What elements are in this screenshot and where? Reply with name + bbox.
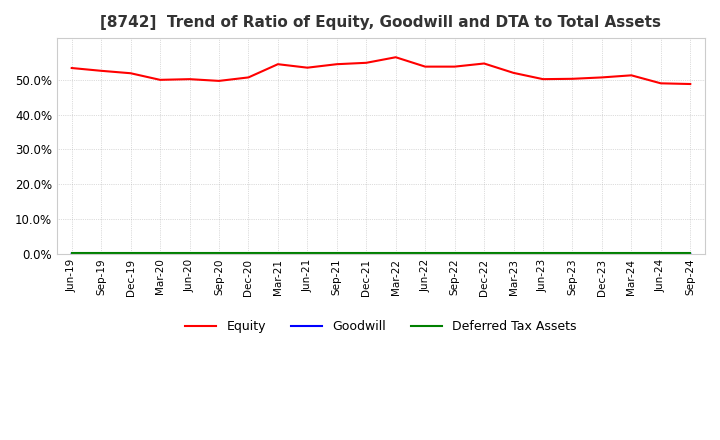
Goodwill [362,251,371,256]
Goodwill [509,251,518,257]
Line: Equity: Equity [72,57,690,84]
Goodwill [333,251,341,256]
Goodwill [215,251,223,257]
Goodwill [598,251,606,257]
Deferred Tax Assets [362,250,371,255]
Deferred Tax Assets [450,250,459,255]
Deferred Tax Assets [185,250,194,255]
Equity [627,73,636,78]
Goodwill [686,251,695,257]
Goodwill [303,251,312,256]
Goodwill [126,251,135,257]
Goodwill [68,251,76,257]
Goodwill [392,251,400,256]
Deferred Tax Assets [156,250,164,255]
Deferred Tax Assets [480,250,488,255]
Equity [657,81,665,86]
Deferred Tax Assets [215,250,223,255]
Equity [244,75,253,80]
Equity [215,78,223,84]
Deferred Tax Assets [598,250,606,255]
Goodwill [657,251,665,257]
Goodwill [97,251,106,257]
Goodwill [185,251,194,257]
Goodwill [627,251,636,257]
Goodwill [274,251,282,257]
Deferred Tax Assets [333,250,341,255]
Goodwill [450,251,459,257]
Equity [185,77,194,82]
Equity [509,70,518,76]
Goodwill [480,251,488,257]
Equity [539,77,547,82]
Deferred Tax Assets [126,250,135,255]
Equity [97,68,106,73]
Equity [450,64,459,69]
Deferred Tax Assets [686,250,695,255]
Goodwill [421,251,430,256]
Deferred Tax Assets [97,250,106,255]
Deferred Tax Assets [392,250,400,255]
Goodwill [156,251,164,257]
Equity [686,81,695,87]
Legend: Equity, Goodwill, Deferred Tax Assets: Equity, Goodwill, Deferred Tax Assets [180,315,582,338]
Equity [568,76,577,81]
Equity [68,66,76,71]
Deferred Tax Assets [303,250,312,255]
Deferred Tax Assets [539,250,547,255]
Equity [126,70,135,76]
Goodwill [568,251,577,257]
Deferred Tax Assets [68,250,76,255]
Equity [598,75,606,80]
Equity [156,77,164,82]
Deferred Tax Assets [509,250,518,255]
Title: [8742]  Trend of Ratio of Equity, Goodwill and DTA to Total Assets: [8742] Trend of Ratio of Equity, Goodwil… [101,15,662,30]
Equity [362,60,371,66]
Deferred Tax Assets [627,250,636,255]
Equity [392,55,400,60]
Equity [274,62,282,67]
Equity [303,65,312,70]
Deferred Tax Assets [657,250,665,255]
Equity [480,61,488,66]
Goodwill [539,251,547,257]
Deferred Tax Assets [274,250,282,255]
Equity [333,62,341,67]
Goodwill [244,251,253,257]
Deferred Tax Assets [421,250,430,255]
Equity [421,64,430,69]
Deferred Tax Assets [568,250,577,255]
Deferred Tax Assets [244,250,253,255]
